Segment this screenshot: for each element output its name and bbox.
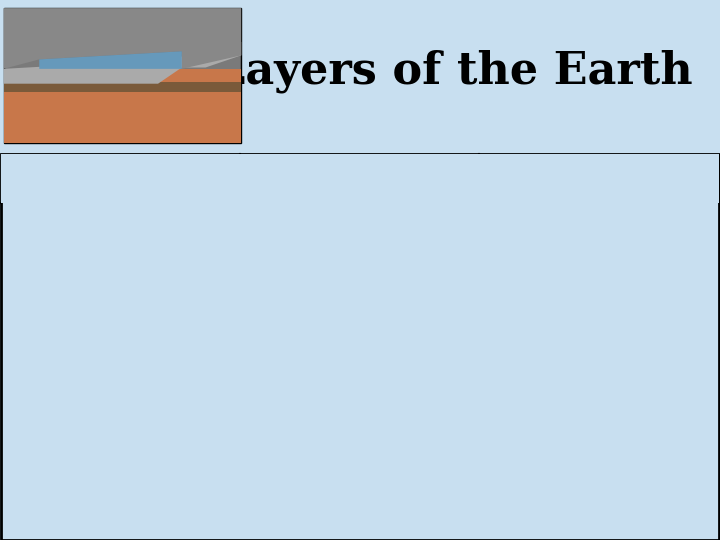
Text: Continental crust: Continental crust — [63, 19, 148, 29]
Text: Oceanic crust: Oceanic crust — [80, 30, 147, 40]
Text: Rigid, rocky outer: Rigid, rocky outer — [9, 208, 168, 227]
Text: layer made of Iron: layer made of Iron — [486, 233, 652, 251]
Text: Oceanic crust-: Oceanic crust- — [29, 261, 159, 279]
Text: Crust-: Crust- — [81, 166, 161, 190]
Text: inner mantle to: inner mantle to — [248, 362, 387, 380]
Text: Mg, Fe, and Al.: Mg, Fe, and Al. — [248, 285, 381, 303]
Text: continents: continents — [9, 439, 103, 457]
Text: -Liquid: -Liquid — [546, 208, 616, 227]
Text: under oceans and: under oceans and — [9, 390, 171, 408]
Text: (Fe & Ni),: (Fe & Ni), — [513, 335, 603, 353]
Text: surface of Earth: surface of Earth — [9, 233, 152, 251]
Text: granite: granite — [29, 338, 94, 356]
Text: Solid: Solid — [486, 335, 536, 353]
Text: Core-: Core- — [563, 166, 634, 190]
Text: under great pressure: under great pressure — [486, 384, 676, 402]
Text: Rocky layer located: Rocky layer located — [248, 208, 424, 227]
Text: extremely hot and: extremely hot and — [486, 360, 652, 377]
Text: ➤: ➤ — [9, 261, 24, 279]
Text: upper mantle: upper mantle — [248, 387, 369, 404]
Text: Mantle-: Mantle- — [309, 166, 410, 190]
Text: of Earth- It is: of Earth- It is — [486, 311, 602, 329]
Text: Layers of the Earth: Layers of the Earth — [215, 50, 693, 93]
Text: Continental crust-: Continental crust- — [29, 313, 190, 332]
Text: -composed of Si, O,: -composed of Si, O, — [248, 261, 423, 279]
Text: basalt: basalt — [29, 285, 84, 303]
Text: currents: currents — [248, 338, 333, 356]
Text: carry heat: carry heat — [302, 338, 400, 356]
Text: under the crust: under the crust — [248, 233, 387, 251]
Text: -convection: -convection — [248, 313, 365, 332]
Text: 1.Outer core: 1.Outer core — [486, 208, 605, 227]
Text: -crust is thinner: -crust is thinner — [9, 366, 151, 384]
Text: ➤: ➤ — [9, 313, 24, 332]
Text: and Nickel: and Nickel — [486, 258, 580, 275]
Text: 2. Inner core- center: 2. Inner core- center — [486, 287, 671, 305]
Text: thicker under: thicker under — [9, 415, 129, 433]
